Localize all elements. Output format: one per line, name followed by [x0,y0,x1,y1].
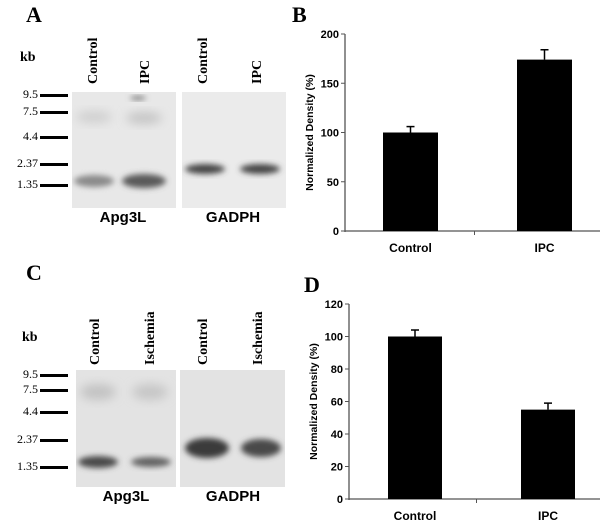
y-tick-label: 100 [325,332,343,344]
marker-line [40,111,68,114]
marker-line [40,184,68,187]
marker-label: 1.35 [17,177,38,191]
blot-apg3l-a [72,92,176,208]
band [185,164,225,174]
panel-letter-a: A [26,2,42,27]
band [126,112,162,124]
marker-line [40,466,68,469]
bar-control [383,132,438,231]
band [185,438,229,458]
marker-line [40,439,68,442]
blot-label: GADPH [205,209,261,226]
y-tick-label: 80 [331,364,343,376]
marker-line [40,411,68,414]
blot-gadph-c [180,370,285,487]
blot-apg3l-c [76,370,176,487]
band [241,439,281,457]
y-tick-label: 40 [331,429,343,441]
y-tick-label: 20 [331,462,343,474]
marker-label: 4.4 [23,129,38,143]
marker-line [40,94,68,97]
x-tick-label: IPC [534,241,554,255]
panel-letter-d: D [304,272,320,297]
band [122,174,166,188]
kb-label-a: kb [20,50,36,65]
y-tick-label: 200 [321,29,339,41]
x-tick-label: IPC [538,509,558,523]
y-tick-label: 60 [331,397,343,409]
band [74,175,114,187]
bar-control [388,336,442,499]
marker-label: 2.37 [17,432,38,446]
marker-label: 7.5 [23,104,38,118]
marker-line [40,136,68,139]
bar-ipc [521,409,575,499]
panel-letter-b: B [292,2,307,27]
marker-line [40,389,68,392]
marker-line [40,163,68,166]
marker-line [40,374,68,377]
blot-label: Apg3L [102,488,150,505]
marker-label: 9.5 [23,367,38,381]
y-tick-label: 50 [327,177,339,189]
bar-ipc [517,59,572,231]
panel-letter-c: C [26,260,42,285]
x-tick-label: Control [389,241,432,255]
kb-label-c: kb [22,330,38,345]
blot-label: Apg3L [99,209,147,226]
y-tick-label: 0 [337,494,343,506]
band [78,456,118,468]
y-tick-label: 0 [333,226,339,238]
band [130,96,146,100]
blot-label: GADPH [205,488,261,505]
marker-label: 7.5 [23,382,38,396]
x-tick-label: Control [394,509,437,523]
marker-label: 4.4 [23,404,38,418]
band [132,384,168,400]
band [240,164,280,174]
marker-label: 1.35 [17,459,38,473]
band [80,384,116,400]
marker-label: 9.5 [23,87,38,101]
blot-gadph-a [182,92,286,208]
y-tick-label: 120 [325,299,343,311]
y-axis-label: Normalized Density (%) [304,74,316,191]
y-axis-label: Normalized Density (%) [308,343,320,460]
y-tick-label: 100 [321,128,339,140]
band [76,111,112,123]
y-tick-label: 150 [321,78,339,90]
band [131,457,171,467]
marker-label: 2.37 [17,156,38,170]
